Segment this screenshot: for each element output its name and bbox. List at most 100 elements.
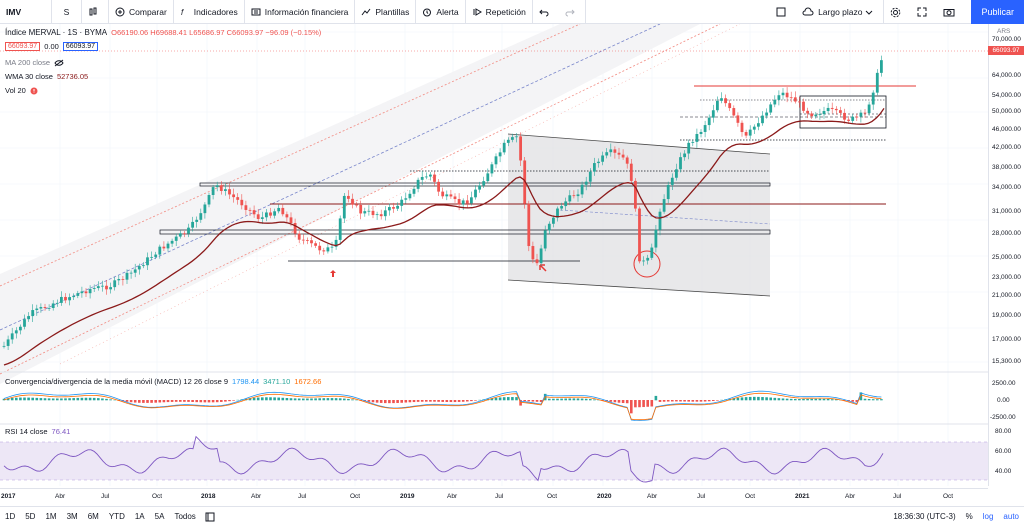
range-button-todos[interactable]: Todos xyxy=(174,512,196,521)
interval-button[interactable]: S xyxy=(52,0,82,24)
channel-edge-line[interactable] xyxy=(59,24,741,365)
indicators-label: Indicadores xyxy=(193,6,238,17)
price-tick: 42,000.00 xyxy=(992,144,1021,151)
calendar-range-icon[interactable] xyxy=(205,512,215,522)
price-tick: 54,000.00 xyxy=(992,92,1021,99)
time-axis[interactable]: 2017 Abr Jul Oct 2018 Abr Jul Oct 2019 Abr Jul Oct 2… xyxy=(0,488,988,506)
templates-icon xyxy=(361,8,371,15)
price-tick: 70,000.00 xyxy=(992,36,1021,43)
publish-button[interactable]: Publicar xyxy=(971,0,1024,24)
price-chart[interactable] xyxy=(0,24,988,486)
chart-type-button[interactable] xyxy=(82,0,109,24)
percent-toggle[interactable]: % xyxy=(965,512,973,521)
time-tick: Jul xyxy=(298,493,307,500)
price-tick: 31,000.00 xyxy=(992,208,1021,215)
layout-button[interactable]: Largo plazo xyxy=(796,0,885,24)
time-tick: Oct xyxy=(350,493,361,500)
range-button-1m[interactable]: 1M xyxy=(45,512,57,521)
time-tick: Jul xyxy=(893,493,902,500)
vol-row[interactable]: Vol 20 xyxy=(5,86,38,95)
ma-row[interactable]: MA 200 close xyxy=(5,58,64,67)
time-tick: 2017 xyxy=(1,493,16,500)
replay-icon xyxy=(473,7,482,16)
time-tick: Oct xyxy=(943,493,954,500)
channel-lower-line[interactable] xyxy=(0,24,721,375)
toolbar-right: Largo plazo Publicar xyxy=(770,0,1024,24)
interval-label: S xyxy=(63,6,70,17)
price-tick: 28,000.00 xyxy=(992,230,1021,237)
time-tick: Oct xyxy=(745,493,756,500)
snapshot-button[interactable] xyxy=(937,0,965,24)
range-button-6m[interactable]: 6M xyxy=(87,512,99,521)
eye-off-icon[interactable] xyxy=(54,59,64,67)
financial-icon xyxy=(251,8,261,15)
bottom-bar: 1D 5D 1M 3M 6M YTD 1A 5A Todos 18:36:30 (UTC-3) … xyxy=(0,506,1024,526)
highlight-circle[interactable] xyxy=(633,250,661,278)
macd-legend: Convergencia/divergencia de la media móv… xyxy=(5,377,321,386)
macd-pane[interactable] xyxy=(2,390,883,422)
square-icon xyxy=(776,7,786,17)
candlesticks xyxy=(2,55,883,350)
clock[interactable]: 18:36:30 (UTC-3) xyxy=(893,512,956,521)
price-tick: 46,000.00 xyxy=(992,126,1021,133)
range-button-3m[interactable]: 3M xyxy=(66,512,78,521)
log-toggle[interactable]: log xyxy=(982,512,994,521)
range-button-1d[interactable]: 1D xyxy=(5,512,16,521)
price-tick: 23,000.00 xyxy=(992,274,1021,281)
alarm-clock-icon xyxy=(423,8,432,16)
price-tick: 25,000.00 xyxy=(992,254,1021,261)
ma-label: MA 200 close xyxy=(5,58,51,67)
fullscreen-button[interactable] xyxy=(911,0,937,24)
layout-label: Largo plazo xyxy=(818,7,863,17)
time-tick: Jul xyxy=(101,493,110,500)
channel-mid-line[interactable] xyxy=(0,24,661,331)
consolidation-box[interactable] xyxy=(799,95,887,129)
redo-button[interactable] xyxy=(559,0,586,24)
camera-icon xyxy=(943,9,955,17)
currency-label: ARS xyxy=(997,28,1011,35)
range-button-ytd[interactable]: YTD xyxy=(108,512,125,521)
settings-button[interactable] xyxy=(884,0,911,24)
svg-text:f: f xyxy=(181,8,184,17)
indicators-button[interactable]: f Indicadores xyxy=(174,0,245,24)
descending-lower-line[interactable] xyxy=(507,279,771,297)
range-button-1a[interactable]: 1A xyxy=(134,512,145,521)
macd-line xyxy=(3,390,882,422)
financial-button[interactable]: Información financiera xyxy=(245,0,356,24)
templates-button[interactable]: Plantillas xyxy=(355,0,417,24)
rsi-band xyxy=(0,442,988,480)
bid-badge[interactable]: 66093.97 xyxy=(5,42,41,51)
publish-label: Publicar xyxy=(981,7,1014,17)
symbol-search[interactable]: IMV xyxy=(0,0,52,24)
replay-label: Repetición xyxy=(485,6,526,17)
price-tick: 34,000.00 xyxy=(992,184,1021,191)
macd-tick: 2500.00 xyxy=(992,380,1016,387)
price-tick: 38,000.00 xyxy=(992,164,1021,171)
time-tick: 2021 xyxy=(795,493,810,500)
time-tick: Abr xyxy=(647,493,658,500)
alert-button[interactable]: Alerta xyxy=(416,0,466,24)
time-tick: Abr xyxy=(55,493,66,500)
range-button-5d[interactable]: 5D xyxy=(25,512,36,521)
replay-button[interactable]: Repetición xyxy=(466,0,533,24)
cloud-icon xyxy=(802,7,814,16)
main-legend: Índice MERVAL · 1S · BYMA O66190.06 H696… xyxy=(5,28,321,37)
alert-icon[interactable] xyxy=(30,87,38,95)
spread-value: 0.00 xyxy=(44,42,59,51)
redo-icon xyxy=(565,9,575,16)
top-toolbar: IMV S Comparar f Indicadores Información… xyxy=(0,0,1024,24)
ask-badge[interactable]: 66093.97 xyxy=(62,42,99,51)
auto-toggle[interactable]: auto xyxy=(1003,512,1019,521)
undo-button[interactable] xyxy=(533,0,559,24)
range-button-5a[interactable]: 5A xyxy=(154,512,165,521)
time-tick: Oct xyxy=(152,493,163,500)
support-zone-28000[interactable] xyxy=(159,229,771,235)
macd-value-3: 1672.66 xyxy=(294,377,322,386)
fullscreen-toggle[interactable] xyxy=(770,0,796,24)
price-tick: 64,000.00 xyxy=(992,72,1021,79)
price-axis[interactable]: ARS 70,000.00 64,000.00 54,000.00 50,000… xyxy=(988,24,1024,486)
compare-button[interactable]: Comparar xyxy=(109,0,174,24)
candles-icon xyxy=(89,7,97,15)
wma-row[interactable]: WMA 30 close 52736.05 xyxy=(5,72,88,81)
macd-value-1: 1798.44 xyxy=(232,377,260,386)
